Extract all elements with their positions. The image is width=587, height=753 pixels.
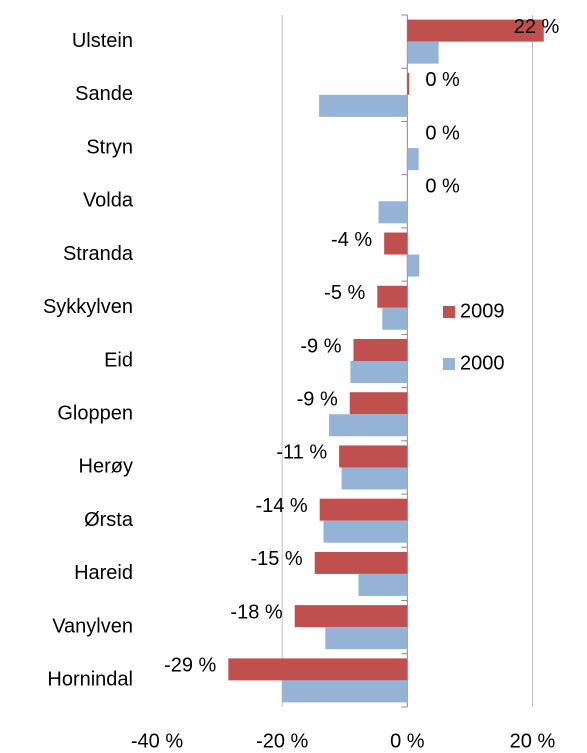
data-label: -5 % — [324, 282, 365, 304]
y-tick-label: Hornindal — [47, 669, 133, 691]
bar — [407, 254, 420, 277]
bar — [407, 41, 439, 64]
data-label: -9 % — [300, 335, 341, 357]
y-tick-label: Ulstein — [72, 30, 133, 52]
y-tick-label: Stranda — [63, 243, 134, 265]
data-label: -9 % — [297, 389, 338, 411]
y-tick-label: Sande — [75, 83, 133, 105]
data-label: 22 % — [514, 16, 560, 38]
bar — [319, 94, 408, 117]
data-label: -18 % — [230, 601, 282, 623]
bar — [350, 361, 408, 383]
legend-label: 2009 — [460, 300, 505, 322]
legend-swatch — [443, 358, 455, 370]
bar — [228, 658, 408, 681]
bar — [323, 520, 408, 543]
y-tick-label: Stryn — [86, 136, 133, 158]
data-label: 0 % — [425, 176, 460, 198]
bar — [282, 680, 408, 703]
bar — [349, 392, 408, 415]
bar — [384, 232, 408, 255]
data-label: 0 % — [425, 69, 460, 91]
x-tick-label: -40 % — [131, 730, 183, 752]
x-tick-label: 20 % — [510, 730, 556, 752]
data-label: -14 % — [255, 495, 307, 517]
x-tick-label: -20 % — [256, 730, 308, 752]
bar — [407, 72, 410, 95]
y-tick-label: Herøy — [79, 456, 133, 478]
bar — [329, 414, 408, 437]
bar — [407, 148, 419, 171]
bar — [325, 627, 408, 650]
data-label: -15 % — [250, 548, 302, 570]
y-tick-label: Hareid — [74, 562, 133, 584]
data-label: 0 % — [425, 122, 460, 144]
bar — [314, 551, 408, 574]
bar — [339, 445, 408, 468]
bar — [358, 573, 408, 596]
bar — [353, 339, 408, 361]
bar — [341, 467, 408, 490]
bar — [378, 201, 408, 224]
bar — [382, 307, 408, 330]
bar — [407, 19, 544, 42]
y-tick-label: Gloppen — [57, 403, 133, 425]
y-tick-label: Ørsta — [84, 509, 134, 531]
y-tick-label: Sykkylven — [43, 296, 133, 318]
x-tick-label: 0 % — [390, 730, 425, 752]
bar — [319, 498, 408, 521]
y-tick-label: Volda — [83, 190, 134, 212]
bar — [377, 285, 408, 308]
legend-swatch — [443, 306, 455, 318]
bar — [294, 605, 408, 628]
data-label: -29 % — [164, 655, 216, 677]
y-tick-label: Vanylven — [52, 615, 133, 637]
data-label: -4 % — [331, 229, 372, 251]
y-tick-label: Eid — [104, 349, 133, 371]
data-label: -11 % — [276, 442, 327, 464]
legend-label: 2000 — [460, 352, 505, 374]
